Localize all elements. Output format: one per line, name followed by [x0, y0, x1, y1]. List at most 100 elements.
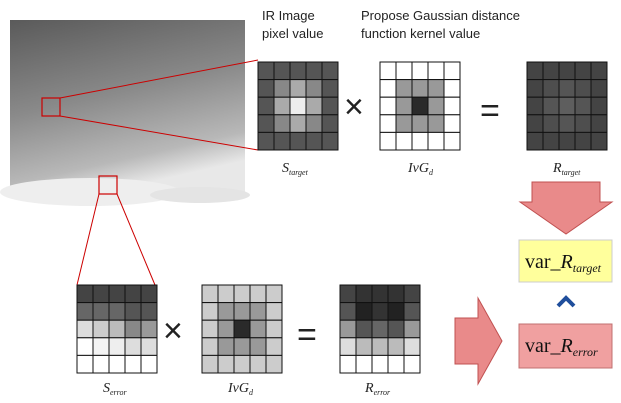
matrix-cell [356, 355, 372, 373]
matrix-cell [591, 62, 607, 80]
matrix-cell [412, 97, 428, 115]
matrix-cell [258, 80, 274, 98]
matrix-cell [141, 338, 157, 356]
matrix-cell [404, 303, 420, 321]
caption: Propose Gaussian distance [361, 8, 520, 23]
matrix-cell [543, 97, 559, 115]
operator: × [163, 312, 183, 350]
label-sub: error [110, 388, 127, 397]
matrix-cell [356, 320, 372, 338]
result-sub: target [573, 261, 602, 275]
matrix-cell [388, 338, 404, 356]
matrix-cell [141, 303, 157, 321]
operator: × [344, 88, 364, 126]
diagram: IR Image pixel value Propose Gaussian di… [0, 0, 621, 403]
matrix-cell [202, 285, 218, 303]
matrix-cell [234, 285, 250, 303]
matrix-cell [428, 115, 444, 133]
matrix-cell [274, 115, 290, 133]
zoom-line [117, 194, 155, 285]
matrix-cell [258, 115, 274, 133]
matrix-cell [527, 132, 543, 150]
matrix-cell [380, 62, 396, 80]
matrix-cell [258, 132, 274, 150]
matrix-cell [218, 320, 234, 338]
matrix-cell [274, 62, 290, 80]
label-sub: target [289, 168, 309, 177]
matrix-cell [559, 132, 575, 150]
matrix-label: Serror [103, 381, 127, 397]
matrix-cell [93, 338, 109, 356]
matrix-cell [109, 338, 125, 356]
matrix-cell [274, 97, 290, 115]
matrix-label: IvGd [227, 381, 254, 397]
label-main: R [364, 381, 374, 396]
matrix-cell [527, 115, 543, 133]
matrix-cell [559, 97, 575, 115]
matrix-cell [591, 115, 607, 133]
matrix-cell [356, 338, 372, 356]
matrix-cell [290, 115, 306, 133]
caption: IR Image [262, 8, 315, 23]
matrix-cell [125, 285, 141, 303]
matrix-cell [396, 97, 412, 115]
matrix-cell [322, 62, 338, 80]
matrix-cell [543, 132, 559, 150]
matrix-cell [559, 80, 575, 98]
label-sub: d [429, 168, 434, 177]
matrix-cell [202, 303, 218, 321]
matrix-cell [543, 115, 559, 133]
label-sub: error [374, 388, 391, 397]
label-main: S [282, 161, 289, 176]
matrix-cell [274, 132, 290, 150]
matrix-cell [396, 80, 412, 98]
matrix-cell [77, 285, 93, 303]
matrix-cell [340, 355, 356, 373]
matrix-cell [109, 320, 125, 338]
matrix-cell [258, 62, 274, 80]
matrix-cell [372, 338, 388, 356]
matrix-cell [125, 320, 141, 338]
matrix-cell [234, 338, 250, 356]
matrix-cell [218, 303, 234, 321]
matrix-cell [412, 80, 428, 98]
matrix-cell [109, 303, 125, 321]
matrix-cell [428, 132, 444, 150]
matrix-cell [372, 303, 388, 321]
matrix-cell [290, 97, 306, 115]
matrix-cell [388, 303, 404, 321]
matrix-cell [412, 62, 428, 80]
matrix-cell [125, 355, 141, 373]
matrix-cell [396, 62, 412, 80]
right-arrow [455, 298, 502, 384]
matrix-cell [77, 303, 93, 321]
result-main: R [560, 335, 573, 357]
matrix-cell [575, 97, 591, 115]
matrix-cell [388, 285, 404, 303]
matrix-cell [527, 97, 543, 115]
matrix-cell [340, 338, 356, 356]
matrix-cell [396, 115, 412, 133]
matrix-label: Starget [282, 161, 309, 177]
matrix-cell [266, 338, 282, 356]
label-main: S [103, 381, 110, 396]
matrix-cell [218, 338, 234, 356]
matrix-cell [250, 338, 266, 356]
matrix-cell [428, 97, 444, 115]
down-arrow [520, 182, 612, 234]
matrix-cell [388, 355, 404, 373]
matrix-cell [125, 338, 141, 356]
matrix-cell [322, 97, 338, 115]
matrix-cell [591, 97, 607, 115]
matrix-cell [234, 355, 250, 373]
matrix-cell [77, 320, 93, 338]
matrix-cell [274, 80, 290, 98]
matrix-cell [356, 303, 372, 321]
matrix-cell [412, 115, 428, 133]
result-prefix: var_ [525, 251, 562, 273]
matrix-cell [322, 115, 338, 133]
matrix-cell [404, 355, 420, 373]
cloud [0, 178, 180, 206]
matrix-cell [306, 80, 322, 98]
matrix-cell [444, 115, 460, 133]
